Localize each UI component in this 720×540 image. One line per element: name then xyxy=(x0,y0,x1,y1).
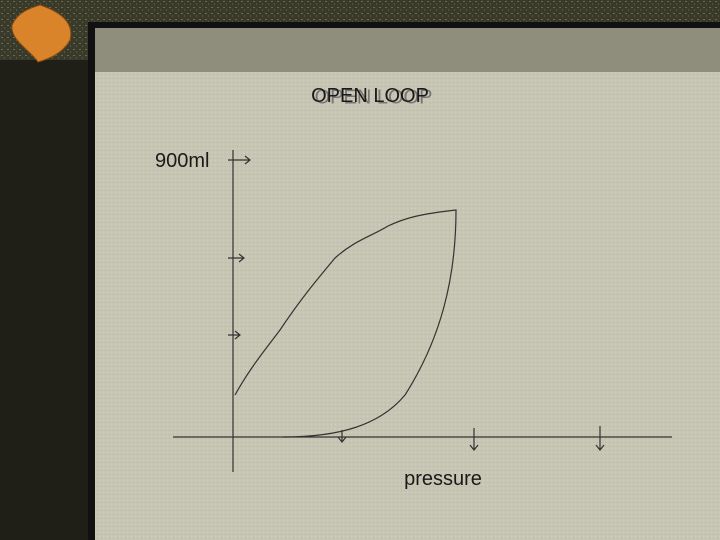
axes xyxy=(173,150,672,472)
x-label: pressure xyxy=(404,468,482,490)
x-arrow xyxy=(337,430,347,443)
y-arrow xyxy=(228,330,241,340)
title: OPEN LOOP xyxy=(311,85,429,107)
title-shadow: OPEN LOOP xyxy=(315,87,433,109)
y-arrow xyxy=(228,253,245,263)
leaf-icon xyxy=(11,4,72,63)
left-strip xyxy=(0,60,88,540)
y-arrow xyxy=(228,155,251,165)
x-arrow xyxy=(469,428,479,451)
slide-body xyxy=(95,72,720,540)
loop-curve xyxy=(234,209,457,438)
x-arrow xyxy=(595,426,605,451)
y-label: 900ml xyxy=(155,150,209,172)
top-band xyxy=(95,28,720,72)
